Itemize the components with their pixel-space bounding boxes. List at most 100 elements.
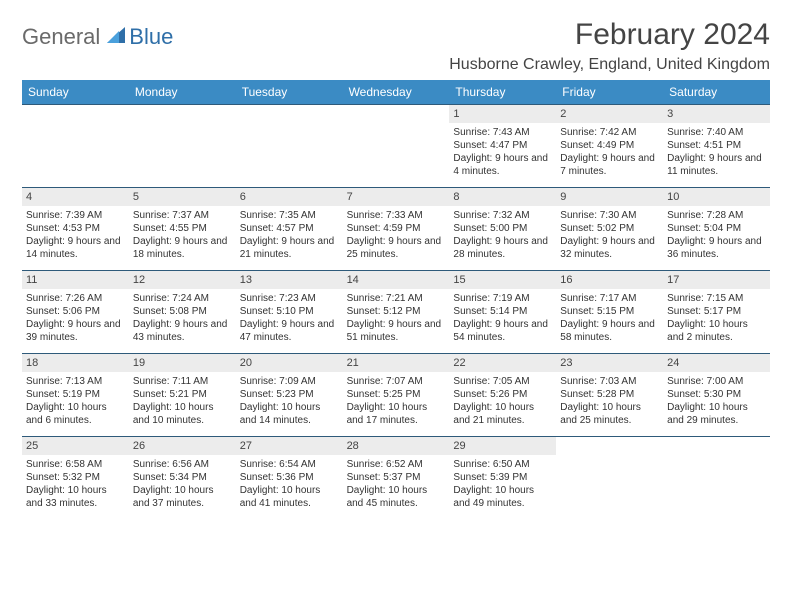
sunrise-line: Sunrise: 7:28 AM [667,209,766,222]
sunrise-line: Sunrise: 7:35 AM [240,209,339,222]
day-number: 23 [556,354,663,372]
header: General Blue February 2024 Husborne Craw… [22,18,770,74]
day-number: 13 [236,271,343,289]
daylight-line: Daylight: 10 hours and 25 minutes. [560,401,659,427]
day-cell: 21 Sunrise: 7:07 AMSunset: 5:25 PMDayligh… [343,354,450,436]
sunset-line: Sunset: 5:15 PM [560,305,659,318]
daylight-line: Daylight: 9 hours and 39 minutes. [26,318,125,344]
day-number: 5 [129,188,236,206]
daylight-line: Daylight: 9 hours and 43 minutes. [133,318,232,344]
day-number: 16 [556,271,663,289]
day-number: 19 [129,354,236,372]
daylight-line: Daylight: 10 hours and 21 minutes. [453,401,552,427]
day-cell: 6Sunrise: 7:35 AMSunset: 4:57 PMDaylight… [236,188,343,270]
logo: General Blue [22,24,173,50]
sunset-line: Sunset: 5:34 PM [133,471,232,484]
day-number: 12 [129,271,236,289]
daylight-line: Daylight: 9 hours and 7 minutes. [560,152,659,178]
sunset-line: Sunset: 5:36 PM [240,471,339,484]
sunrise-line: Sunrise: 6:50 AM [453,458,552,471]
day-number: 15 [449,271,556,289]
daylight-line: Daylight: 9 hours and 51 minutes. [347,318,446,344]
logo-text-blue: Blue [129,24,173,50]
month-title: February 2024 [449,18,770,52]
sunrise-line: Sunrise: 7:15 AM [667,292,766,305]
sunrise-line: Sunrise: 6:54 AM [240,458,339,471]
sunrise-line: Sunrise: 7:32 AM [453,209,552,222]
week-row: 4Sunrise: 7:39 AMSunset: 4:53 PMDaylight… [22,187,770,270]
day-number: 21 [343,354,450,372]
day-cell: 16 Sunrise: 7:17 AMSunset: 5:15 PMDayligh… [556,271,663,353]
dow-cell: Saturday [663,80,770,104]
week-row: 11Sunrise: 7:26 AMSunset: 5:06 PMDayligh… [22,270,770,353]
daylight-line: Daylight: 10 hours and 10 minutes. [133,401,232,427]
day-cell: 8 Sunrise: 7:32 AMSunset: 5:00 PMDaylight… [449,188,556,270]
sunset-line: Sunset: 5:25 PM [347,388,446,401]
sunset-line: Sunset: 4:53 PM [26,222,125,235]
daylight-line: Daylight: 9 hours and 54 minutes. [453,318,552,344]
day-cell: 17Sunrise: 7:15 AMSunset: 5:17 PMDayligh… [663,271,770,353]
dow-cell: Thursday [449,80,556,104]
daylight-line: Daylight: 10 hours and 14 minutes. [240,401,339,427]
daylight-line: Daylight: 10 hours and 2 minutes. [667,318,766,344]
day-cell: 13Sunrise: 7:23 AMSunset: 5:10 PMDayligh… [236,271,343,353]
daylight-line: Daylight: 9 hours and 18 minutes. [133,235,232,261]
day-number: 8 [449,188,556,206]
day-number: 4 [22,188,129,206]
calendar: SundayMondayTuesdayWednesdayThursdayFrid… [22,80,770,519]
sunrise-line: Sunrise: 7:11 AM [133,375,232,388]
sunset-line: Sunset: 5:00 PM [453,222,552,235]
daylight-line: Daylight: 9 hours and 28 minutes. [453,235,552,261]
sunrise-line: Sunrise: 7:03 AM [560,375,659,388]
sunset-line: Sunset: 5:14 PM [453,305,552,318]
sunrise-line: Sunrise: 7:13 AM [26,375,125,388]
day-cell: 10Sunrise: 7:28 AMSunset: 5:04 PMDayligh… [663,188,770,270]
day-number: 22 [449,354,556,372]
sunrise-line: Sunrise: 7:43 AM [453,126,552,139]
sunset-line: Sunset: 5:23 PM [240,388,339,401]
day-cell: 9Sunrise: 7:30 AMSunset: 5:02 PMDaylight… [556,188,663,270]
daylight-line: Daylight: 9 hours and 14 minutes. [26,235,125,261]
sunrise-line: Sunrise: 7:19 AM [453,292,552,305]
day-cell: 27Sunrise: 6:54 AMSunset: 5:36 PMDayligh… [236,437,343,519]
location: Husborne Crawley, England, United Kingdo… [449,56,770,74]
day-cell: 20Sunrise: 7:09 AMSunset: 5:23 PMDayligh… [236,354,343,436]
day-cell: 15 Sunrise: 7:19 AMSunset: 5:14 PMDayligh… [449,271,556,353]
daylight-line: Daylight: 10 hours and 37 minutes. [133,484,232,510]
day-number: 27 [236,437,343,455]
day-number: 14 [343,271,450,289]
sunrise-line: Sunrise: 7:17 AM [560,292,659,305]
calendar-body: 1 Sunrise: 7:43 AMSunset: 4:47 PM Daylight… [22,104,770,519]
sunset-line: Sunset: 5:32 PM [26,471,125,484]
day-cell: 22Sunrise: 7:05 AMSunset: 5:26 PMDayligh… [449,354,556,436]
sunrise-line: Sunrise: 7:42 AM [560,126,659,139]
sunset-line: Sunset: 4:47 PM [453,139,552,152]
daylight-line: Daylight: 10 hours and 45 minutes. [347,484,446,510]
day-cell [663,437,770,519]
dow-cell: Tuesday [236,80,343,104]
daylight-line: Daylight: 10 hours and 33 minutes. [26,484,125,510]
day-number: 1 [449,105,556,123]
day-cell: 7Sunrise: 7:33 AMSunset: 4:59 PMDaylight… [343,188,450,270]
day-number: 11 [22,271,129,289]
daylight-line: Daylight: 9 hours and 36 minutes. [667,235,766,261]
day-cell [236,105,343,187]
day-cell [556,437,663,519]
day-cell: 12Sunrise: 7:24 AMSunset: 5:08 PMDayligh… [129,271,236,353]
sunrise-line: Sunrise: 7:40 AM [667,126,766,139]
sunrise-line: Sunrise: 7:07 AM [347,375,446,388]
sunset-line: Sunset: 5:12 PM [347,305,446,318]
sunrise-line: Sunrise: 7:21 AM [347,292,446,305]
day-number: 10 [663,188,770,206]
daylight-line: Daylight: 9 hours and 32 minutes. [560,235,659,261]
dow-cell: Wednesday [343,80,450,104]
day-cell: 28Sunrise: 6:52 AMSunset: 5:37 PMDayligh… [343,437,450,519]
daylight-line: Daylight: 9 hours and 58 minutes. [560,318,659,344]
daylight-line: Daylight: 10 hours and 17 minutes. [347,401,446,427]
sunrise-line: Sunrise: 6:52 AM [347,458,446,471]
sunrise-line: Sunrise: 7:39 AM [26,209,125,222]
sunset-line: Sunset: 4:51 PM [667,139,766,152]
daylight-line: Daylight: 9 hours and 25 minutes. [347,235,446,261]
sunset-line: Sunset: 5:37 PM [347,471,446,484]
daylight-line: Daylight: 9 hours and 47 minutes. [240,318,339,344]
